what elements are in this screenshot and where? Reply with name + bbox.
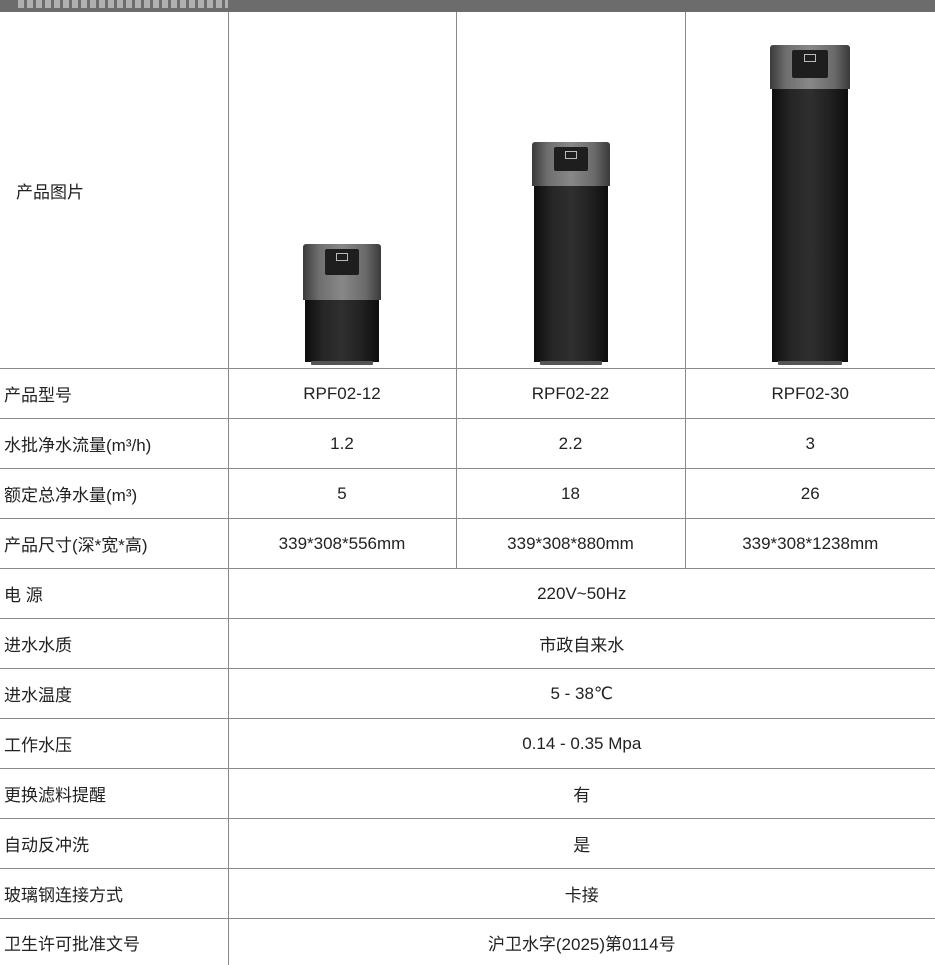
- cell-filter-reminder: 有: [228, 769, 935, 819]
- table-row-backwash: 自动反冲洗 是: [0, 819, 935, 869]
- table-row-model: 产品型号 RPF02-12 RPF02-22 RPF02-30: [0, 369, 935, 419]
- section-header-bar: [0, 0, 935, 12]
- table-row-connection: 玻璃钢连接方式 卡接: [0, 869, 935, 919]
- cell-model-3: RPF02-30: [685, 369, 935, 419]
- row-label-size: 产品尺寸(深*宽*高): [0, 519, 228, 569]
- cell-total-1: 5: [228, 469, 456, 519]
- row-label-total: 额定总净水量(m³): [0, 469, 228, 519]
- table-row-images: 产品图片: [0, 12, 935, 369]
- cell-pressure: 0.14 - 0.35 Mpa: [228, 719, 935, 769]
- table-row-size: 产品尺寸(深*宽*高) 339*308*556mm 339*308*880mm …: [0, 519, 935, 569]
- water-purifier-small-icon: [303, 244, 381, 362]
- cell-size-2: 339*308*880mm: [456, 519, 685, 569]
- row-label-flow: 水批净水流量(m³/h): [0, 419, 228, 469]
- water-purifier-large-icon: [770, 45, 850, 362]
- row-label-filter-reminder: 更换滤料提醒: [0, 769, 228, 819]
- cell-connection: 卡接: [228, 869, 935, 919]
- row-label-connection: 玻璃钢连接方式: [0, 869, 228, 919]
- row-label-backwash: 自动反冲洗: [0, 819, 228, 869]
- cell-size-3: 339*308*1238mm: [685, 519, 935, 569]
- row-label-model: 产品型号: [0, 369, 228, 419]
- cell-model-2: RPF02-22: [456, 369, 685, 419]
- row-label-permit: 卫生许可批准文号: [0, 919, 228, 965]
- table-row-power: 电 源 220V~50Hz: [0, 569, 935, 619]
- row-label-power: 电 源: [0, 569, 228, 619]
- table-row-water-source: 进水水质 市政自来水: [0, 619, 935, 669]
- section-header-text-cropped: [18, 0, 228, 8]
- cell-total-2: 18: [456, 469, 685, 519]
- cell-size-1: 339*308*556mm: [228, 519, 456, 569]
- table-row-flow: 水批净水流量(m³/h) 1.2 2.2 3: [0, 419, 935, 469]
- cell-flow-2: 2.2: [456, 419, 685, 469]
- cell-water-temp: 5 - 38℃: [228, 669, 935, 719]
- spec-table: 产品图片: [0, 12, 935, 965]
- row-label-image: 产品图片: [0, 12, 228, 369]
- table-row-permit: 卫生许可批准文号 沪卫水字(2025)第0114号: [0, 919, 935, 965]
- table-row-pressure: 工作水压 0.14 - 0.35 Mpa: [0, 719, 935, 769]
- cell-permit: 沪卫水字(2025)第0114号: [228, 919, 935, 965]
- cell-power: 220V~50Hz: [228, 569, 935, 619]
- table-row-water-temp: 进水温度 5 - 38℃: [0, 669, 935, 719]
- row-label-pressure: 工作水压: [0, 719, 228, 769]
- cell-model-1: RPF02-12: [228, 369, 456, 419]
- cell-flow-3: 3: [685, 419, 935, 469]
- table-row-total: 额定总净水量(m³) 5 18 26: [0, 469, 935, 519]
- table-row-filter-reminder: 更换滤料提醒 有: [0, 769, 935, 819]
- cell-flow-1: 1.2: [228, 419, 456, 469]
- cell-backwash: 是: [228, 819, 935, 869]
- row-label-water-source: 进水水质: [0, 619, 228, 669]
- row-label-water-temp: 进水温度: [0, 669, 228, 719]
- cell-water-source: 市政自来水: [228, 619, 935, 669]
- water-purifier-medium-icon: [532, 142, 610, 362]
- cell-total-3: 26: [685, 469, 935, 519]
